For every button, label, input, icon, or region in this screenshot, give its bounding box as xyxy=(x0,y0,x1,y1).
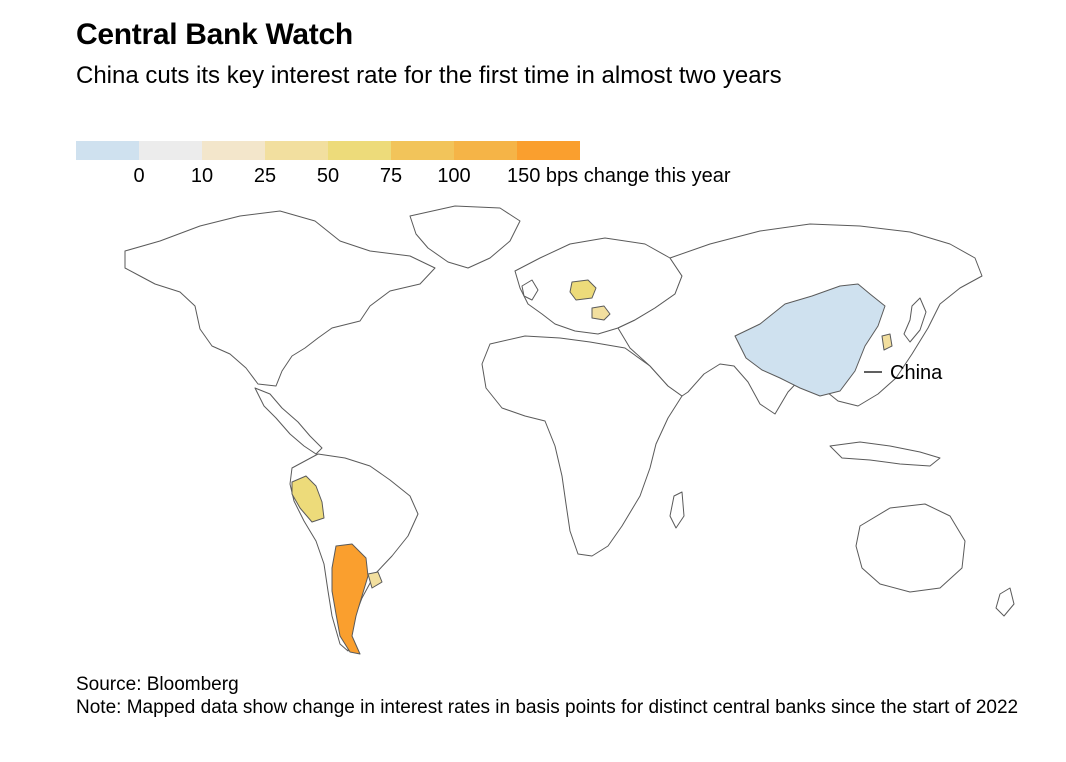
land-madagascar xyxy=(669,491,685,529)
legend-label-25: 25 xyxy=(253,165,277,187)
chart-title: Central Bank Watch xyxy=(76,18,353,51)
land-australia xyxy=(855,503,966,593)
legend-swatch-7 xyxy=(454,141,517,160)
china-annotation-label: China xyxy=(890,362,943,384)
legend-swatch-4 xyxy=(265,141,328,160)
legend-swatch-6 xyxy=(391,141,454,160)
legend-swatch-5 xyxy=(328,141,391,160)
chart-subtitle: China cuts its key interest rate for the… xyxy=(76,62,782,89)
country-peru xyxy=(291,475,325,523)
land-north-america xyxy=(124,210,436,387)
land-africa xyxy=(481,335,683,557)
land-greenland xyxy=(409,205,521,269)
land-new-zealand xyxy=(995,587,1015,617)
legend-swatch-2 xyxy=(139,141,202,160)
legend-swatch-3 xyxy=(202,141,265,160)
country-poland xyxy=(569,279,597,301)
legend-label-50: 50 xyxy=(316,165,340,187)
land-japan xyxy=(903,297,927,343)
land-se-asia-islands xyxy=(829,441,941,467)
legend: 0 10 25 50 75 100 150 bps change this ye… xyxy=(76,141,796,191)
footer: Source: Bloomberg Note: Mapped data show… xyxy=(76,673,1036,719)
country-uruguay xyxy=(367,571,383,589)
country-china xyxy=(734,283,886,397)
source-note: Source: Bloomberg xyxy=(76,674,239,695)
legend-label-0: 0 xyxy=(133,165,145,187)
legend-swatch-1 xyxy=(76,141,139,160)
country-argentina xyxy=(331,543,369,655)
world-map: China xyxy=(124,205,1015,655)
legend-label-100: 100 xyxy=(437,165,471,187)
land-uk xyxy=(521,279,539,301)
legend-label-10: 10 xyxy=(190,165,214,187)
legend-label-150: 150 bps change this year xyxy=(507,165,731,187)
legend-label-75: 75 xyxy=(379,165,403,187)
land-central-america xyxy=(254,387,323,455)
country-south-korea xyxy=(881,333,893,351)
country-romania xyxy=(591,305,611,321)
legend-swatch-8 xyxy=(517,141,580,160)
methodology-note: Note: Mapped data show change in interes… xyxy=(76,697,1019,718)
